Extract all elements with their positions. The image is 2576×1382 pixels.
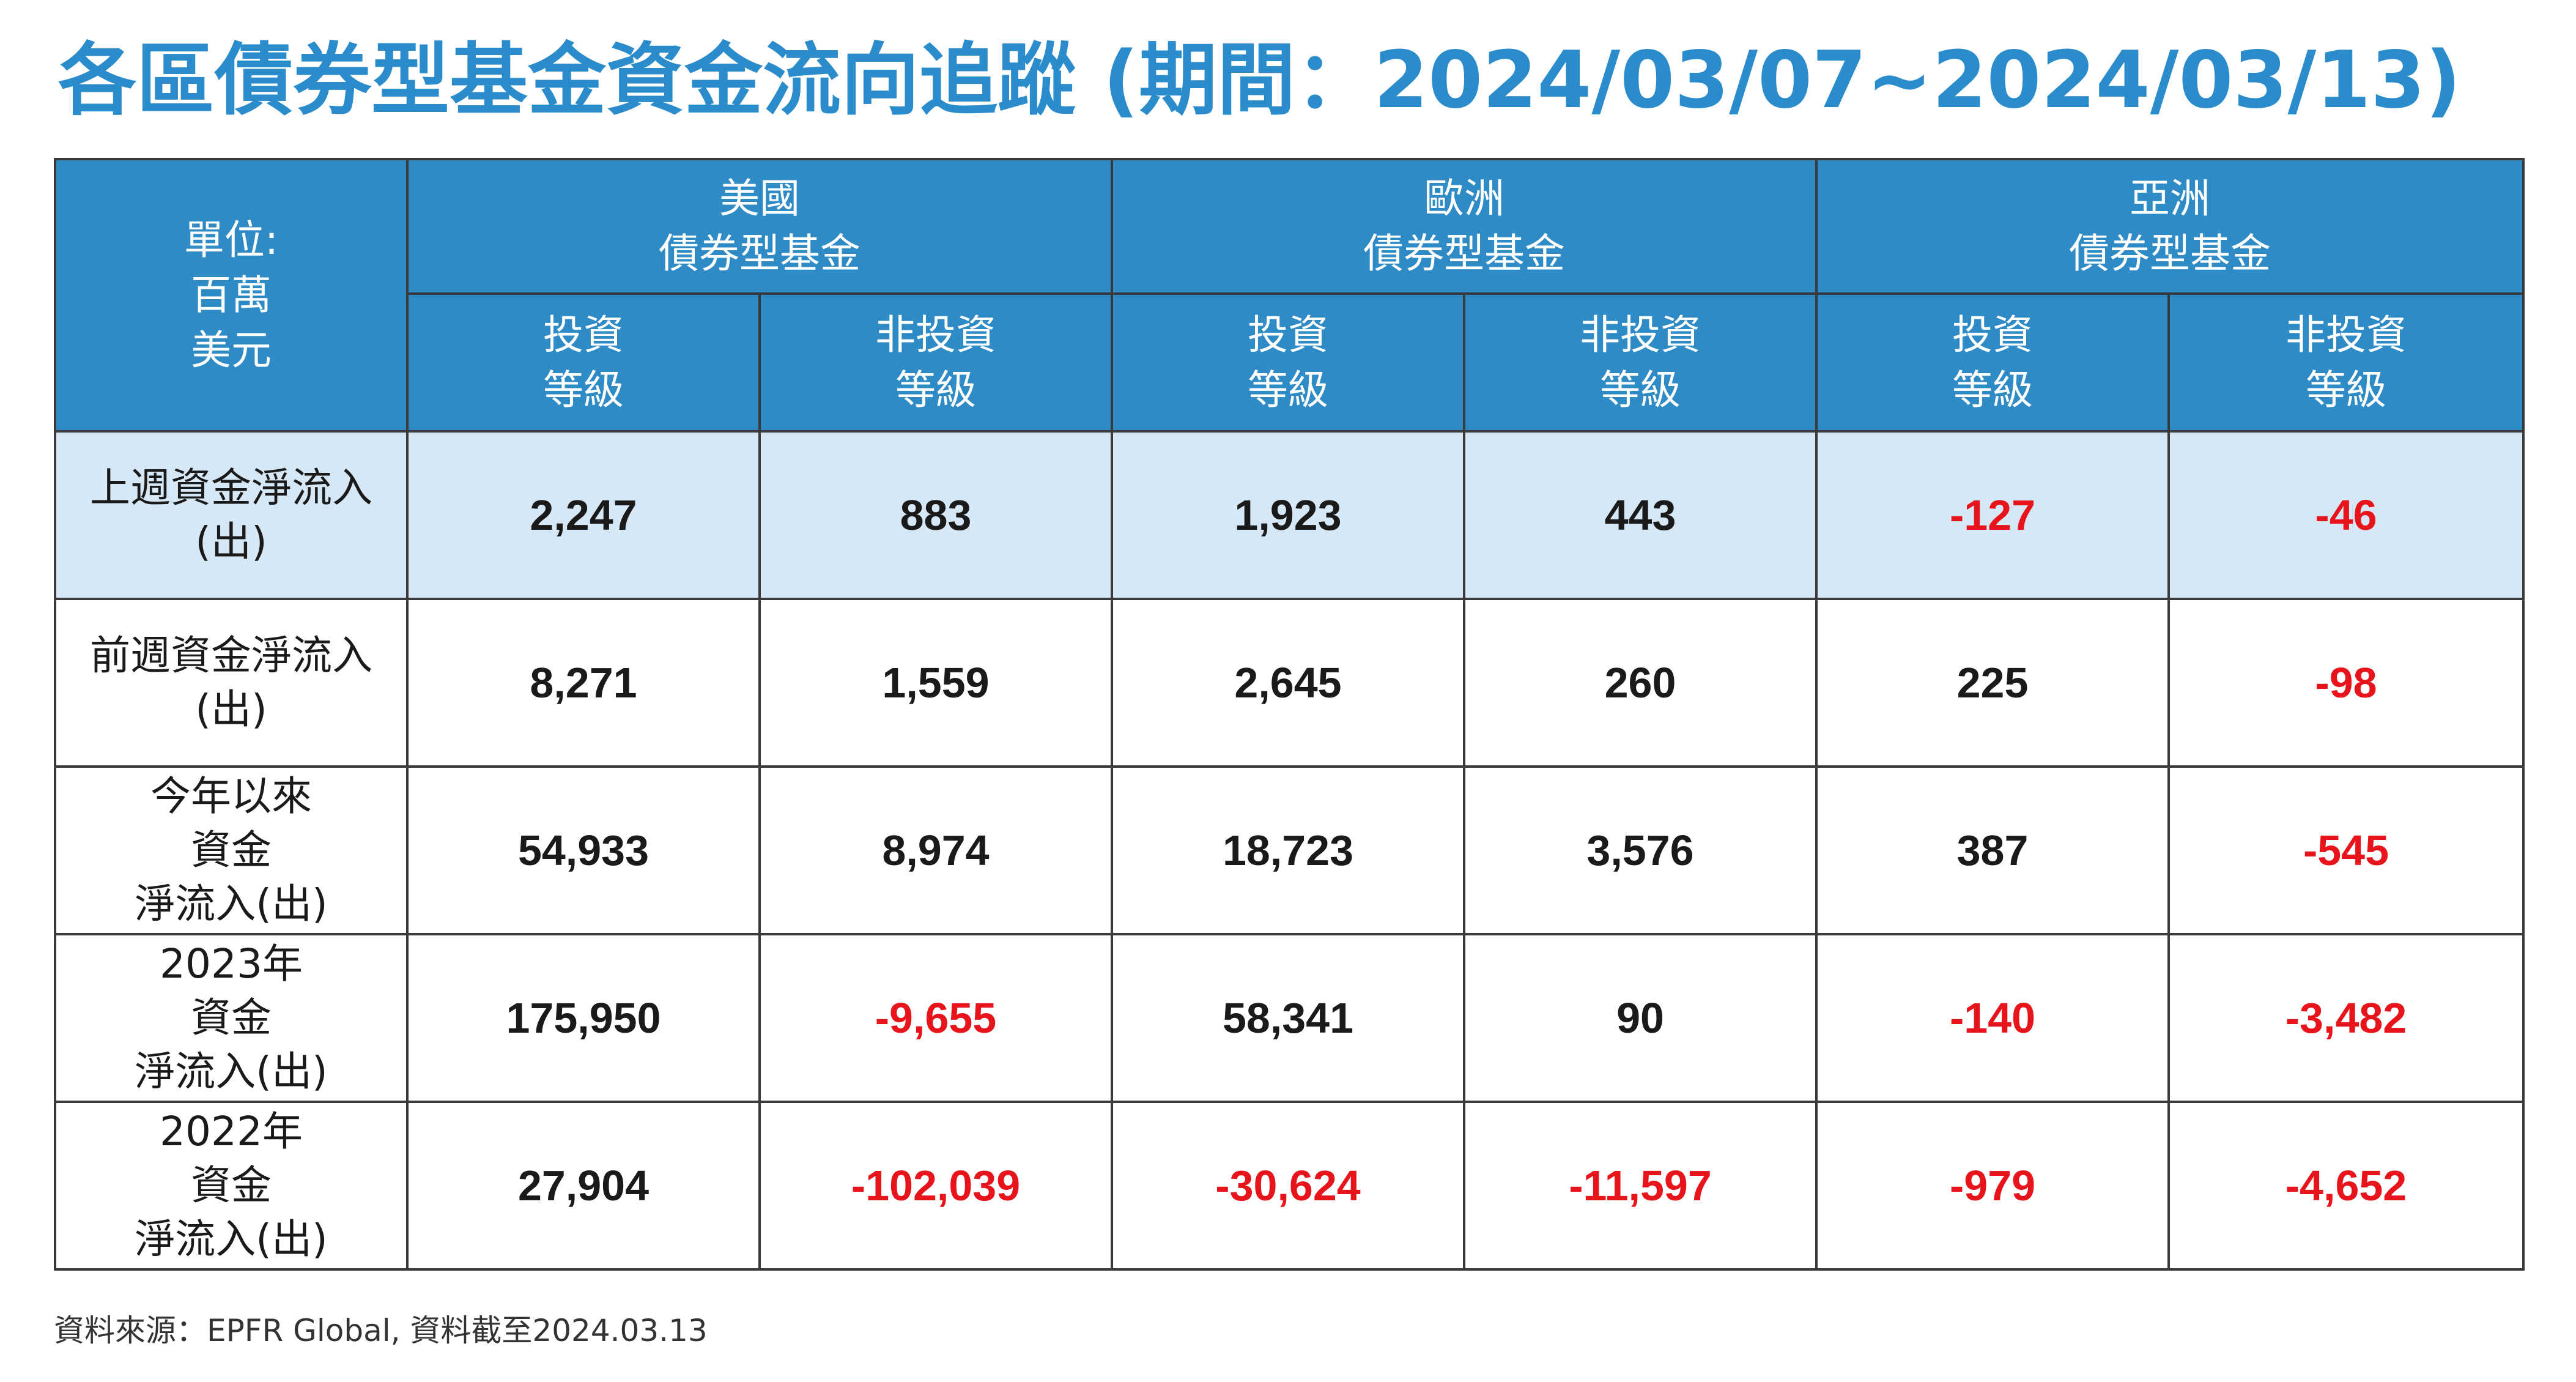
row-label-line: 今年以來 (150, 773, 312, 820)
row-label-line: 淨流入(出) (135, 1048, 328, 1095)
grade-header-line: 非投資 (2285, 311, 2407, 359)
value-cell: -30,624 (1111, 1101, 1465, 1271)
value-cell: 8,974 (758, 765, 1113, 935)
value-cell: 225 (1815, 598, 2170, 768)
value-cell: 1,923 (1111, 430, 1465, 600)
table-body: 上週資金淨流入 (出) 2,247 883 1,923 443 -127 -46 前週資金淨流入… (54, 430, 2525, 1271)
value-cell: -4,652 (2167, 1101, 2525, 1271)
value-cell: -9,655 (758, 933, 1113, 1103)
region-fund-type: 債券型基金 (1363, 230, 1565, 277)
value-cell: -11,597 (1463, 1101, 1818, 1271)
grade-header-line: 非投資 (1580, 311, 1701, 359)
row-label-line: 上週資金淨流入 (90, 464, 372, 511)
value-cell: 2,247 (406, 430, 761, 600)
value-cell: 2,645 (1111, 598, 1465, 768)
value-cell: 8,271 (406, 598, 761, 768)
row-label: 上週資金淨流入 (出) (54, 430, 409, 600)
region-header-us: 美國 債券型基金 (406, 158, 1113, 295)
unit-line: 單位: (183, 216, 279, 264)
grade-header-non-investment: 非投資 等級 (1463, 292, 1818, 433)
row-label-line: 淨流入(出) (135, 880, 328, 927)
region-name: 歐洲 (1424, 175, 1505, 222)
grade-header-row: 投資 等級 非投資 等級 投資 等級 非投資 等級 投資 等級 非投資 等級 (55, 292, 2525, 433)
value-cell: 54,933 (406, 765, 761, 935)
grade-header-line: 非投資 (875, 311, 996, 359)
row-label-line: 資金 (191, 994, 272, 1041)
value-cell: 260 (1463, 598, 1818, 768)
value-cell: 27,904 (406, 1101, 761, 1271)
grade-header-line: 等級 (543, 366, 624, 414)
value-cell: -3,482 (2167, 933, 2525, 1103)
grade-header-line: 等級 (1248, 366, 1328, 414)
row-label: 2023年資金淨流入(出) (54, 933, 409, 1103)
row-label: 今年以來資金淨流入(出) (54, 765, 409, 935)
grade-header-non-investment: 非投資 等級 (2167, 292, 2525, 433)
table-row: 今年以來 資金 淨流入(出) 54,933 8,974 18,723 3,576 387 -54… (54, 765, 2525, 935)
row-label-line: 資金 (191, 827, 272, 874)
unit-header: 單位: 百萬 美元 (54, 158, 409, 433)
table-row: 前週資金淨流入 (出) 8,271 1,559 2,645 260 225 -98 (54, 598, 2525, 768)
value-cell: 3,576 (1463, 765, 1818, 935)
region-fund-type: 債券型基金 (2069, 230, 2271, 277)
value-cell: 387 (1815, 765, 2170, 935)
grade-header-line: 等級 (1600, 366, 1681, 414)
grade-header-line: 等級 (2306, 366, 2386, 414)
fund-flow-table: 單位: 百萬 美元 美國 債券型基金 歐洲 債券型基金 亞洲 債券型基金 投資等… (54, 158, 2525, 1271)
table-row: 上週資金淨流入 (出) 2,247 883 1,923 443 -127 -46 (54, 430, 2525, 600)
grade-header-investment: 投資 等級 (1815, 292, 2170, 433)
value-cell: 58,341 (1111, 933, 1465, 1103)
value-cell: -102,039 (758, 1101, 1113, 1271)
row-label-line: 2022年 (160, 1108, 303, 1155)
value-cell: 443 (1463, 430, 1818, 600)
region-name: 美國 (719, 175, 800, 222)
table-row: 2022年 資金 淨流入(出) 27,904 -102,039 -30,624 -11,59… (54, 1101, 2525, 1271)
value-cell: -98 (2167, 598, 2525, 768)
row-label-line: (出) (195, 518, 267, 565)
grade-header-non-investment: 非投資 等級 (758, 292, 1113, 433)
grade-header-investment: 投資 等級 (1111, 292, 1465, 433)
row-label: 2022年資金淨流入(出) (54, 1101, 409, 1271)
row-label-line: 淨流入(出) (135, 1216, 328, 1263)
row-label-line: 2023年 (160, 940, 303, 987)
value-cell: 18,723 (1111, 765, 1465, 935)
grade-header-investment: 投資 等級 (406, 292, 761, 433)
value-cell: -46 (2167, 430, 2525, 600)
value-cell: 90 (1463, 933, 1818, 1103)
grade-header-line: 等級 (1952, 366, 2033, 414)
row-label-line: (出) (195, 686, 267, 733)
unit-line: 美元 (191, 326, 272, 374)
value-cell: -127 (1815, 430, 2170, 600)
grade-header-line: 等級 (895, 366, 976, 414)
grade-header-line: 投資 (1952, 311, 2033, 359)
source-note: 資料來源：EPFR Global, 資料截至2024.03.13 (54, 1313, 708, 1348)
row-label-line: 資金 (191, 1162, 272, 1209)
region-header-asia: 亞洲 債券型基金 (1815, 158, 2525, 295)
value-cell: 175,950 (406, 933, 761, 1103)
region-header-europe: 歐洲 債券型基金 (1111, 158, 1818, 295)
value-cell: 883 (758, 430, 1113, 600)
grade-header-line: 投資 (1248, 311, 1328, 359)
value-cell: 1,559 (758, 598, 1113, 768)
table-row: 2023年 資金 淨流入(出) 175,950 -9,655 58,341 90 -140 -3… (54, 933, 2525, 1103)
value-cell: -545 (2167, 765, 2525, 935)
value-cell: -979 (1815, 1101, 2170, 1271)
page-title: 各區債券型基金資金流向追蹤 (期間：2024/03/07~2024/03/13) (58, 35, 2461, 126)
region-fund-type: 債券型基金 (659, 230, 861, 277)
grade-header-line: 投資 (543, 311, 624, 359)
region-name: 亞洲 (2130, 175, 2210, 222)
unit-line: 百萬 (191, 271, 272, 319)
row-label: 前週資金淨流入 (出) (54, 598, 409, 768)
value-cell: -140 (1815, 933, 2170, 1103)
row-label-line: 前週資金淨流入 (90, 632, 372, 679)
